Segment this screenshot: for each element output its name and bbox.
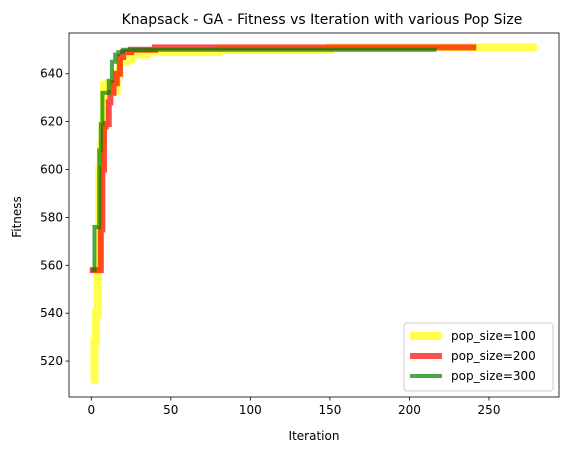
plot-area: 0 50 100 150 200 250 520 540 560 580 600 620 640 pop_…	[40, 32, 560, 417]
x-tick-label: 100	[239, 403, 262, 417]
y-tick-label: 560	[40, 258, 63, 272]
y-tick-label: 640	[40, 67, 63, 81]
x-tick-label: 250	[478, 403, 501, 417]
axes-frame	[68, 32, 560, 398]
legend-label-2: pop_size=200	[451, 349, 536, 363]
y-tick-label: 620	[40, 115, 63, 129]
series-line-3	[91, 47, 437, 273]
x-tick-label: 0	[87, 403, 95, 417]
y-axis-label: Fitness	[10, 196, 24, 238]
x-tick-label: 150	[318, 403, 341, 417]
y-tick-label: 540	[40, 306, 63, 320]
legend: pop_size=100 pop_size=200 pop_size=300	[403, 322, 554, 392]
legend-label-1: pop_size=100	[451, 329, 536, 343]
y-tick-label: 520	[40, 354, 63, 368]
x-tick-label: 50	[163, 403, 178, 417]
chart-title: Knapsack - GA - Fitness vs Iteration wit…	[122, 12, 523, 28]
series-line-2	[89, 44, 477, 274]
x-tick-label: 200	[398, 403, 421, 417]
y-tick-label: 600	[40, 163, 63, 177]
y-tick-label: 580	[40, 210, 63, 224]
legend-label-3: pop_size=300	[451, 369, 536, 383]
x-axis-label: Iteration	[289, 429, 340, 443]
series-group	[89, 43, 537, 385]
